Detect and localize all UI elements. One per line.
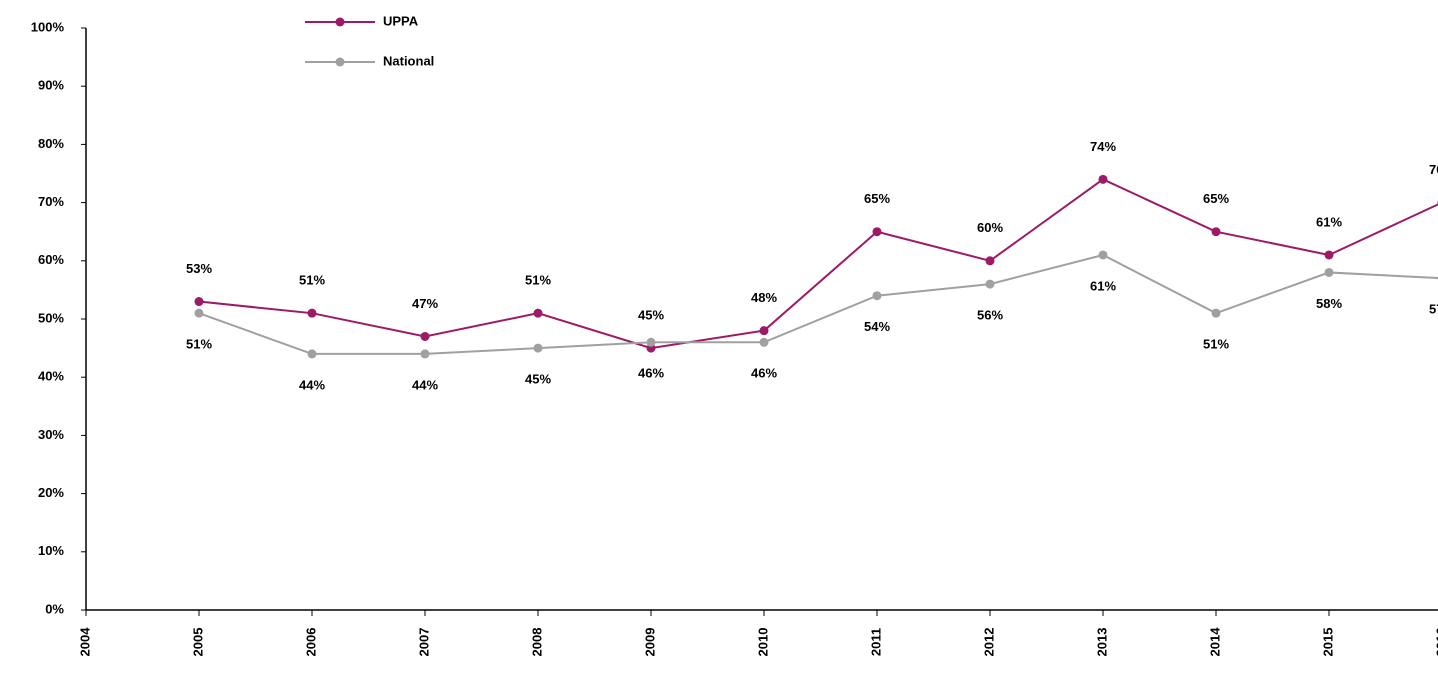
- data-label: 61%: [1316, 214, 1342, 229]
- point: [307, 308, 317, 318]
- legend-label: National: [383, 53, 434, 68]
- y-tick-label: 0%: [45, 601, 64, 616]
- y-tick-label: 90%: [38, 78, 64, 93]
- point: [1324, 250, 1334, 260]
- y-tick-label: 50%: [38, 310, 64, 325]
- data-label: 54%: [864, 319, 890, 334]
- point: [533, 343, 543, 353]
- y-tick-label: 70%: [38, 194, 64, 209]
- point: [985, 256, 995, 266]
- data-label: 45%: [525, 372, 551, 387]
- point: [872, 291, 882, 301]
- legend-marker: [335, 57, 345, 67]
- y-tick-label: 10%: [38, 543, 64, 558]
- point: [1098, 174, 1108, 184]
- point: [533, 308, 543, 318]
- data-label: 44%: [412, 377, 438, 392]
- x-tick-label: 2013: [1094, 628, 1109, 657]
- point: [646, 337, 656, 347]
- data-label: 46%: [751, 366, 777, 381]
- point: [1211, 308, 1221, 318]
- x-tick-label: 2016: [1433, 628, 1438, 657]
- data-label: 60%: [977, 220, 1003, 235]
- point: [307, 349, 317, 359]
- y-tick-label: 60%: [38, 252, 64, 267]
- x-tick-label: 2010: [755, 628, 770, 657]
- point: [1324, 267, 1334, 277]
- x-tick-label: 2014: [1207, 627, 1222, 657]
- data-label: 53%: [186, 261, 212, 276]
- x-tick-label: 2015: [1320, 628, 1335, 657]
- data-label: 51%: [186, 337, 212, 352]
- y-tick-label: 20%: [38, 485, 64, 500]
- x-tick-label: 2012: [981, 628, 996, 657]
- point: [759, 326, 769, 336]
- point: [872, 227, 882, 237]
- x-tick-label: 2006: [303, 628, 318, 657]
- data-label: 51%: [299, 273, 325, 288]
- data-label: 74%: [1090, 139, 1116, 154]
- x-tick-label: 2004: [77, 627, 92, 657]
- y-tick-label: 40%: [38, 369, 64, 384]
- y-tick-label: 80%: [38, 136, 64, 151]
- y-tick-label: 30%: [38, 427, 64, 442]
- legend-marker: [335, 17, 345, 27]
- series-line: [198, 178, 1438, 350]
- data-label: 44%: [299, 377, 325, 392]
- point: [420, 349, 430, 359]
- x-tick-label: 2007: [416, 628, 431, 657]
- x-tick-label: 2005: [190, 628, 205, 657]
- data-label: 58%: [1316, 296, 1342, 311]
- y-tick-label: 100%: [31, 19, 65, 34]
- point: [420, 331, 430, 341]
- point: [1211, 227, 1221, 237]
- x-tick-label: 2008: [529, 628, 544, 657]
- data-label: 65%: [1203, 191, 1229, 206]
- series-line: [198, 253, 1438, 355]
- data-label: 51%: [1203, 337, 1229, 352]
- point: [1098, 250, 1108, 260]
- data-label: 56%: [977, 308, 1003, 323]
- data-label: 45%: [638, 308, 664, 323]
- point: [759, 337, 769, 347]
- point: [194, 297, 204, 307]
- x-tick-label: 2009: [642, 628, 657, 657]
- data-label: 51%: [525, 273, 551, 288]
- data-label: 48%: [751, 290, 777, 305]
- point: [985, 279, 995, 289]
- data-label: 57%: [1429, 302, 1438, 317]
- data-label: 61%: [1090, 278, 1116, 293]
- data-label: 65%: [864, 191, 890, 206]
- data-label: 47%: [412, 296, 438, 311]
- data-label: 46%: [638, 366, 664, 381]
- point: [194, 308, 204, 318]
- x-tick-label: 2011: [868, 628, 883, 656]
- data-label: 70%: [1429, 162, 1438, 177]
- legend-label: UPPA: [383, 13, 419, 28]
